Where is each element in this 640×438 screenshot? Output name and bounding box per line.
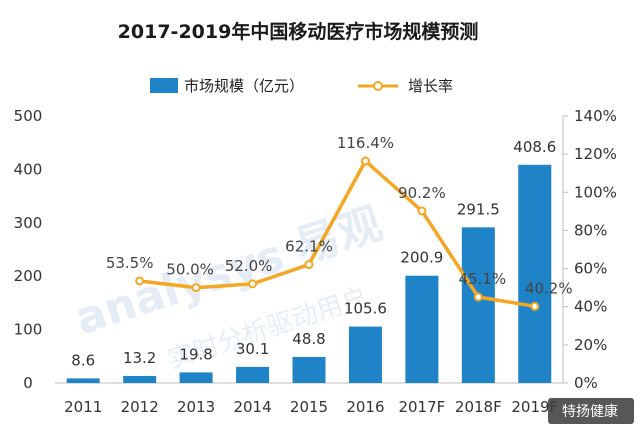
growth-point — [417, 206, 427, 216]
growth-point — [248, 279, 258, 289]
x-tick-label: 2018F — [455, 398, 502, 416]
growth-line-path — [139, 159, 536, 309]
bar-value-label: 105.6 — [344, 300, 387, 318]
x-tick-label: 2011 — [64, 398, 102, 416]
bar — [405, 275, 439, 383]
legend-line-label: 增长率 — [408, 77, 453, 95]
growth-value-label: 90.2% — [398, 184, 446, 202]
legend-bar-label: 市场规模（亿元） — [184, 77, 304, 95]
bar — [292, 356, 326, 383]
bar-value-label: 200.9 — [400, 249, 443, 267]
bar-value-label: 30.1 — [236, 340, 269, 358]
legend-bar-swatch — [150, 78, 178, 93]
axes: 0 100 200 300 400 500 0% 20% 40% 60% 80% 100% 120% 14… — [14, 107, 617, 416]
bars — [66, 164, 552, 383]
x-tick-label: 2014 — [233, 398, 271, 416]
y-right-tick-label: 20% — [574, 336, 607, 354]
bar-value-label: 291.5 — [457, 200, 500, 218]
growth-point — [304, 260, 314, 270]
y-left-tick-label: 200 — [14, 267, 43, 285]
legend-line-marker — [373, 81, 383, 91]
y-left-tick-label: 100 — [14, 321, 43, 339]
bar — [66, 378, 100, 383]
bar — [179, 372, 213, 383]
x-tick-label: 2015 — [290, 398, 328, 416]
y-right-tick-label: 60% — [574, 260, 607, 278]
growth-point — [360, 156, 370, 166]
growth-value-label: 50.0% — [166, 261, 214, 279]
source-badge: 特扬健康 — [548, 398, 634, 424]
bar — [236, 366, 270, 383]
chart-title: 2017-2019年中国移动医疗市场规模预测 — [118, 20, 479, 43]
growth-value-label: 45.1% — [459, 270, 507, 288]
y-right-tick-label: 140% — [574, 107, 617, 125]
y-right-tick-label: 40% — [574, 298, 607, 316]
bar-value-label: 19.8 — [179, 345, 212, 363]
y-right-tick-label: 100% — [574, 183, 617, 201]
source-badge-bg — [548, 398, 634, 424]
growth-point — [191, 283, 201, 293]
bar-value-label: 48.8 — [292, 330, 325, 348]
growth-value-label: 62.1% — [285, 238, 333, 256]
source-badge-text: 特扬健康 — [562, 403, 618, 420]
bar — [518, 164, 552, 383]
y-right-tick-label: 120% — [574, 145, 617, 163]
y-left-tick-label: 400 — [14, 160, 43, 178]
y-left-tick-label: 500 — [14, 107, 43, 125]
bar — [123, 375, 157, 383]
legend: 市场规模（亿元） 增长率 — [150, 77, 453, 95]
growth-point — [530, 301, 540, 311]
growth-value-label: 116.4% — [337, 134, 394, 152]
x-tick-label: 2013 — [177, 398, 215, 416]
y-left-tick-label: 0 — [23, 374, 33, 392]
x-tick-label: 2019F — [511, 398, 558, 416]
x-tick-label: 2016 — [346, 398, 384, 416]
growth-point — [135, 276, 145, 286]
bar-value-label: 8.6 — [71, 351, 95, 369]
bar-value-label: 408.6 — [513, 138, 556, 156]
y-right-tick-label: 0% — [574, 374, 598, 392]
y-left-tick-label: 300 — [14, 214, 43, 232]
growth-point — [473, 292, 483, 302]
growth-line — [135, 156, 540, 311]
x-tick-label: 2017F — [398, 398, 445, 416]
growth-value-label: 40.2% — [525, 279, 573, 297]
bar-value-label: 13.2 — [123, 349, 156, 367]
growth-value-label: 52.0% — [225, 257, 273, 275]
x-tick-label: 2012 — [121, 398, 159, 416]
growth-value-label: 53.5% — [106, 254, 154, 272]
bar — [461, 227, 495, 383]
bar — [348, 326, 382, 383]
y-right-tick-label: 80% — [574, 221, 607, 239]
data-labels: 8.6 13.2 19.8 30.1 48.8 105.6 200.9 291.5 408.6 5… — [71, 134, 572, 369]
